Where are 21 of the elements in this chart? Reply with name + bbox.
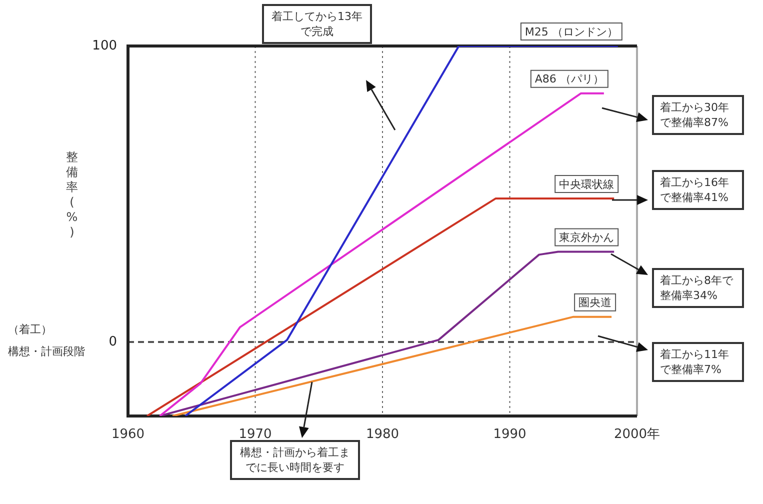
- x-tick-label: 2000年: [614, 427, 660, 442]
- text: （着工）: [8, 322, 53, 337]
- y-tick-label: 0: [108, 334, 117, 350]
- text: 着工してから13年で完成: [262, 4, 372, 44]
- text: 構想・計画段階: [8, 345, 85, 358]
- text: 着工から8年で整備率34%: [652, 268, 744, 308]
- series-label: 圏央道: [578, 296, 612, 310]
- series-label: A86 （パリ）: [534, 72, 604, 86]
- series-label: 東京外かん: [559, 231, 614, 244]
- y-tick-label: 100: [92, 38, 117, 54]
- series-label: M25 （ロンドン）: [524, 25, 618, 38]
- text: 着工から16年で整備率41%: [652, 170, 744, 210]
- text: 着工から11年で整備率7%: [652, 342, 744, 382]
- x-tick-label: 1990: [493, 427, 526, 442]
- text: 着工から30年で整備率87%: [652, 95, 744, 135]
- x-tick-label: 1980: [366, 427, 400, 442]
- y-axis-title: 整備率(%): [65, 150, 79, 240]
- x-tick-label: 1960: [111, 427, 145, 442]
- text: 構想・計画から着工までに長い時間を要す: [240, 446, 350, 474]
- series-label: 中央環状線: [559, 178, 614, 191]
- x-tick-label: 1970: [238, 427, 272, 442]
